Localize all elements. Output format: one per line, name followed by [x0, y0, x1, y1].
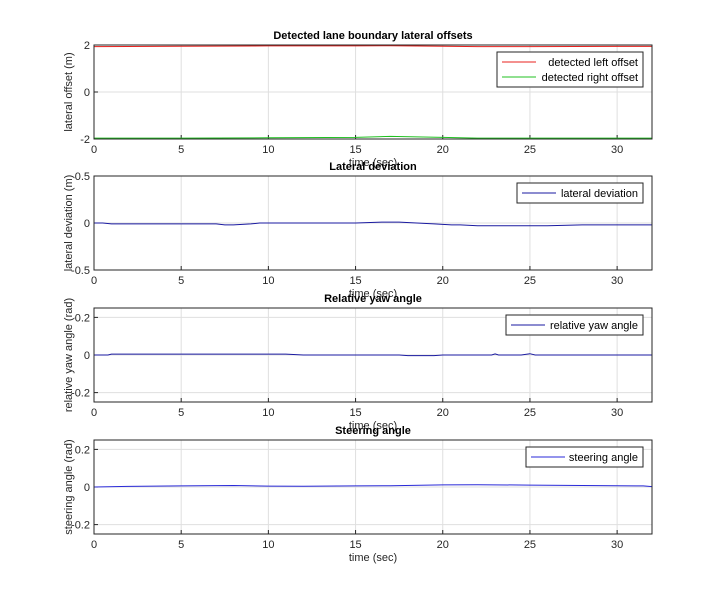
- axes-box: [93, 175, 653, 271]
- x-tick-label: 15: [349, 275, 361, 287]
- chart-title: Steering angle: [335, 425, 411, 437]
- legend-entry: lateral deviation: [561, 188, 638, 200]
- legend: steering angle: [525, 446, 644, 468]
- y-tick-label: 0.2: [75, 312, 90, 324]
- y-tick-label: 0.2: [75, 444, 90, 456]
- x-tick-label: 20: [437, 275, 449, 287]
- y-tick-label: -0.5: [71, 265, 90, 277]
- legend: detected left offset detected right offse…: [496, 51, 644, 88]
- x-tick-label: 30: [611, 407, 623, 419]
- axes-box: [93, 44, 653, 140]
- legend-box: [496, 51, 644, 88]
- x-tick-label: 5: [178, 539, 184, 551]
- x-tick-label: 25: [524, 275, 536, 287]
- legend-entry: relative yaw angle: [550, 320, 638, 332]
- x-tick-label: 15: [349, 407, 361, 419]
- y-tick-label: 0: [84, 87, 90, 99]
- series-line-1: [94, 353, 652, 357]
- series-line-2: [94, 135, 652, 139]
- x-tick-label: 10: [262, 275, 274, 287]
- x-tick-label: 20: [437, 407, 449, 419]
- legend: relative yaw angle: [505, 314, 644, 336]
- series-line-1: [94, 221, 652, 227]
- y-tick-label: 0.5: [75, 171, 90, 183]
- x-tick-label: 25: [524, 539, 536, 551]
- x-axis-label: time (sec): [349, 288, 397, 300]
- x-tick-label: 10: [262, 144, 274, 156]
- x-tick-label: 0: [91, 275, 97, 287]
- x-tick-label: 5: [178, 144, 184, 156]
- chart-title: Relative yaw angle: [324, 293, 422, 305]
- x-tick-label: 15: [349, 144, 361, 156]
- x-tick-label: 30: [611, 275, 623, 287]
- y-axis-label: lateral deviation (m): [63, 175, 75, 272]
- x-tick-label: 10: [262, 539, 274, 551]
- x-tick-label: 0: [91, 407, 97, 419]
- y-tick-label: -0.2: [71, 388, 90, 400]
- x-tick-label: 20: [437, 144, 449, 156]
- y-tick-label: -0.2: [71, 520, 90, 532]
- series-line-1: [93, 484, 653, 488]
- y-axis-label: lateral offset (m): [63, 52, 75, 131]
- y-tick-label: 0: [84, 350, 90, 362]
- axes-box: [93, 439, 653, 535]
- x-axis-label: time (sec): [349, 157, 397, 169]
- y-tick-label: -2: [80, 134, 90, 146]
- chart-title: Lateral deviation: [329, 161, 417, 173]
- y-tick-label: 0: [84, 218, 90, 230]
- legend-box: [516, 182, 644, 204]
- x-tick-label: 5: [178, 407, 184, 419]
- x-tick-label: 0: [91, 539, 97, 551]
- y-axis-label: steering angle (rad): [63, 439, 75, 534]
- series-line-1: [93, 45, 652, 48]
- x-tick-label: 30: [611, 144, 623, 156]
- legend: lateral deviation: [516, 182, 644, 204]
- x-tick-label: 0: [91, 144, 97, 156]
- x-tick-label: 20: [437, 539, 449, 551]
- legend-entry: steering angle: [569, 452, 638, 464]
- legend-entry: detected left offset: [548, 57, 638, 69]
- x-tick-label: 30: [611, 539, 623, 551]
- x-tick-label: 25: [524, 407, 536, 419]
- chart-title: Detected lane boundary lateral offsets: [273, 30, 472, 42]
- legend-box: [525, 446, 644, 468]
- legend-box: [505, 314, 644, 336]
- y-tick-label: 0: [84, 482, 90, 494]
- x-axis-label: time (sec): [349, 420, 397, 432]
- x-axis-label: time (sec): [349, 552, 397, 564]
- legend-entry: detected right offset: [542, 72, 638, 84]
- x-tick-label: 15: [349, 539, 361, 551]
- x-tick-label: 25: [524, 144, 536, 156]
- x-tick-label: 10: [262, 407, 274, 419]
- y-axis-label: relative yaw angle (rad): [63, 298, 75, 412]
- axes-box: [93, 307, 653, 403]
- x-tick-label: 5: [178, 275, 184, 287]
- y-tick-label: 2: [84, 40, 90, 52]
